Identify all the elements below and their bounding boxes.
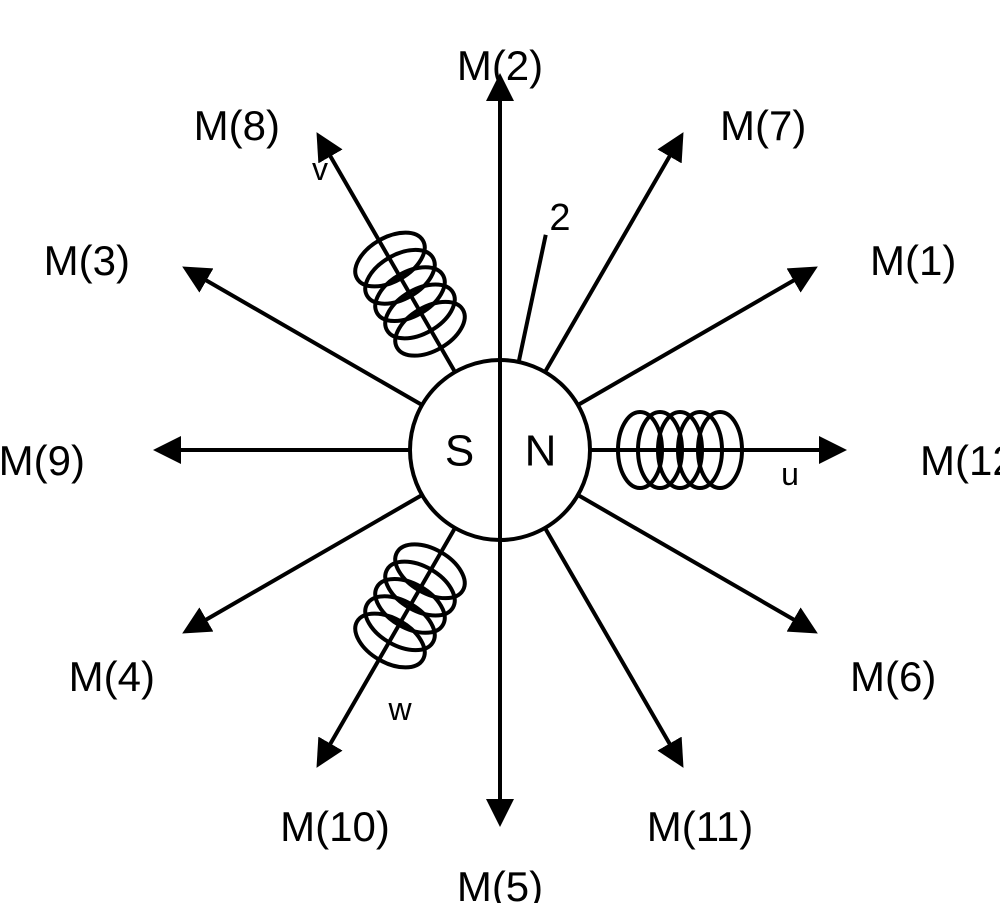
- arrow-m4: [188, 495, 422, 630]
- m-label-11: M(11): [647, 803, 754, 850]
- arrow-m12: [590, 412, 840, 488]
- m-label-12: M(12): [920, 437, 1000, 484]
- rotor-pole-n: N: [525, 427, 557, 476]
- axis-label-w: w: [387, 691, 412, 727]
- m-label-6: M(6): [850, 653, 936, 700]
- m-label-10: M(10): [280, 803, 390, 850]
- m-label-9: M(9): [0, 437, 85, 484]
- m-label-8: M(8): [194, 102, 280, 149]
- arrow-m6: [578, 495, 812, 630]
- coil-v: [346, 221, 474, 366]
- arrow-m3: [188, 270, 422, 405]
- arrow-m11: [545, 528, 680, 762]
- rotor-pole-s: S: [445, 427, 474, 476]
- m-label-3: M(3): [44, 237, 130, 284]
- axis-label-v: v: [312, 151, 328, 187]
- m-label-7: M(7): [720, 102, 806, 149]
- arrow-m1: [578, 270, 812, 405]
- m-label-5: M(5): [457, 863, 543, 903]
- motor-diagram: S N 2 u M(12) M(1) M(7) M(2) v M(8) M(3) M(9) M(4…: [0, 0, 1000, 903]
- m-label-4: M(4): [69, 653, 155, 700]
- arrow-m8: [320, 138, 474, 372]
- coil-u: [618, 412, 742, 488]
- coil-w: [346, 533, 474, 678]
- arrow-m7: [545, 138, 680, 372]
- pointer-line: [519, 235, 546, 362]
- m-label-1: M(1): [870, 237, 956, 284]
- pointer-label: 2: [549, 197, 570, 239]
- m-label-2: M(2): [457, 42, 543, 89]
- axis-label-u: u: [781, 456, 799, 492]
